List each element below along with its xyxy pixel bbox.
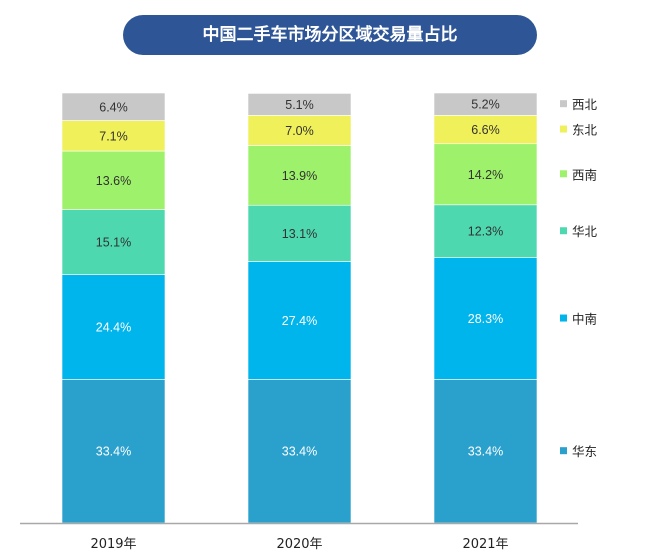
data-label: 12.3% (468, 225, 503, 239)
bar-segment (433, 204, 538, 258)
data-label: 13.9% (282, 169, 317, 183)
data-label: 5.1% (285, 98, 314, 112)
x-tick-label: 2019年 (90, 537, 136, 552)
legend-swatch (560, 170, 567, 178)
bar-segment (61, 120, 166, 152)
data-label: 15.1% (96, 235, 131, 249)
legend-swatch (560, 227, 567, 235)
bar-segment (61, 92, 166, 121)
bar-segment (247, 204, 352, 262)
data-label: 6.4% (99, 100, 128, 114)
legend-label: 西南 (572, 167, 597, 182)
bar-segment (433, 92, 538, 116)
data-label: 7.1% (99, 129, 128, 143)
data-label: 24.4% (96, 320, 131, 334)
data-label: 28.3% (468, 312, 503, 326)
bar-segment (247, 379, 352, 524)
data-label: 13.6% (96, 174, 131, 188)
legend-label: 华北 (572, 224, 598, 239)
data-label: 33.4% (282, 445, 317, 459)
legend-swatch (560, 100, 567, 108)
bar-segment (61, 150, 166, 210)
data-label: 33.4% (96, 445, 131, 459)
data-label: 5.2% (471, 98, 500, 112)
bar-segment (61, 209, 166, 275)
bar-segment (247, 115, 352, 146)
legend-swatch (560, 125, 567, 133)
x-tick-label: 2021年 (462, 537, 508, 552)
bar-segment (433, 115, 538, 145)
bar-segment (433, 257, 538, 380)
bar-segment (247, 93, 352, 116)
data-label: 6.6% (471, 123, 500, 137)
x-tick-label: 2020年 (276, 537, 322, 552)
bar-segment (61, 379, 166, 524)
legend-swatch (560, 447, 567, 455)
bar-segment (247, 145, 352, 206)
bar-segment (433, 143, 538, 206)
data-label: 33.4% (468, 445, 503, 459)
chart-title: 中国二手车市场分区域交易量占比 (123, 15, 537, 55)
bar-segment (433, 379, 538, 524)
bar-segment (61, 274, 166, 380)
data-label: 13.1% (282, 227, 317, 241)
data-label: 27.4% (282, 314, 317, 328)
data-label: 14.2% (468, 168, 503, 182)
legend-swatch (560, 314, 567, 322)
legend-label: 华东 (572, 444, 597, 459)
legend-label: 西北 (572, 97, 598, 112)
legend-label: 中南 (572, 312, 597, 327)
data-label: 7.0% (285, 124, 314, 138)
legend-label: 东北 (572, 123, 598, 138)
